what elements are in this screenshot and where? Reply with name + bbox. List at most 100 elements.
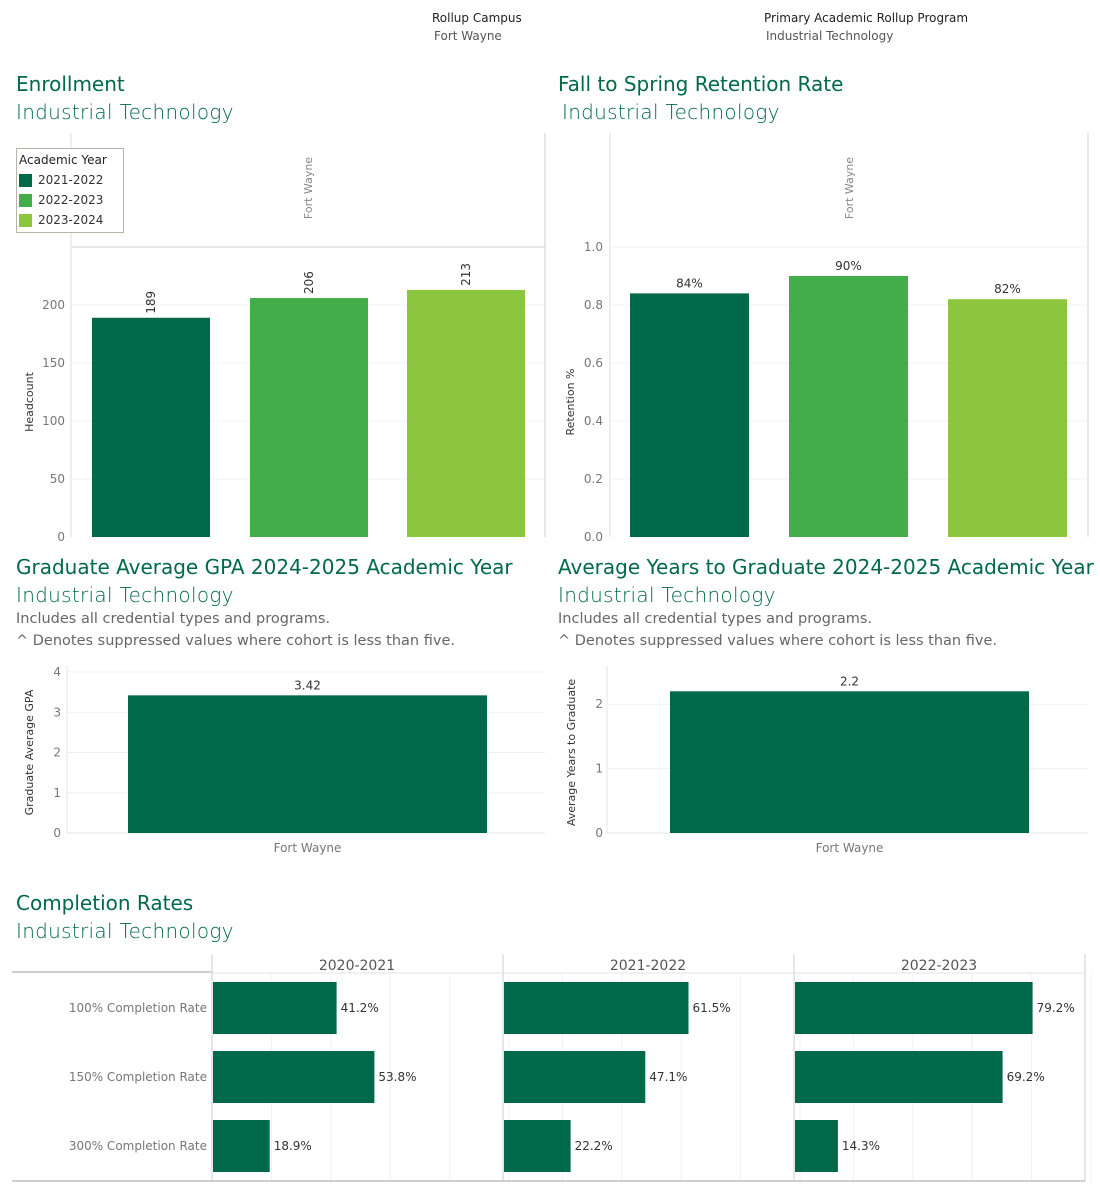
completion-bar xyxy=(213,1120,270,1172)
y-tick-label: 4 xyxy=(53,665,61,679)
x-category-label: Fort Wayne xyxy=(274,841,342,855)
bar-value-label: 90% xyxy=(835,259,862,273)
y-axis-title: Average Years to Graduate xyxy=(565,679,578,827)
completion-bar xyxy=(504,1051,646,1103)
y-tick-label: 0 xyxy=(595,826,603,840)
gpa-title: Graduate Average GPA 2024-2025 Academic … xyxy=(16,555,513,579)
legend-item-2021-2022[interactable]: 2021-2022 xyxy=(19,170,117,190)
completion-value-label: 61.5% xyxy=(693,1001,731,1015)
legend-label: 2021-2022 xyxy=(38,173,104,187)
retention-subtitle: Industrial Technology xyxy=(562,100,780,124)
legend-item-2022-2023[interactable]: 2022-2023 xyxy=(19,190,117,210)
y-tick-label: 3 xyxy=(53,705,61,719)
gpa-note-credentials: Includes all credential types and progra… xyxy=(16,611,331,627)
bar-2022-2023 xyxy=(250,298,368,537)
years-chart: 0 1 2 Average Years to Graduate 2.2 Fort Wayn… xyxy=(565,666,1088,855)
y-tick-label: 0.8 xyxy=(584,298,603,312)
legend-swatch xyxy=(19,173,32,187)
gpa-note-suppressed: ^ Denotes suppressed values where cohort… xyxy=(16,633,455,649)
row-label: 300% Completion Rate xyxy=(69,1139,207,1153)
completion-value-label: 69.2% xyxy=(1007,1070,1045,1084)
row-label: 100% Completion Rate xyxy=(69,1001,207,1015)
legend-title: Academic Year xyxy=(19,153,107,167)
y-tick-label: 0.4 xyxy=(584,414,603,428)
column-header-campus: Fort Wayne xyxy=(302,157,315,219)
y-tick-label: 200 xyxy=(42,298,65,312)
y-tick-label: 50 xyxy=(50,472,65,486)
campus-filter-label: Rollup Campus xyxy=(432,11,522,25)
program-filter-label: Primary Academic Rollup Program xyxy=(764,11,969,25)
y-tick-label: 1 xyxy=(595,762,603,776)
completion-value-label: 22.2% xyxy=(575,1139,613,1153)
completion-value-label: 53.8% xyxy=(378,1070,416,1084)
gpa-subtitle: Industrial Technology xyxy=(16,583,234,607)
y-tick-label: 100 xyxy=(42,414,65,428)
completion-bar xyxy=(795,1120,838,1172)
enrollment-subtitle: Industrial Technology xyxy=(16,100,234,124)
completion-title: Completion Rates xyxy=(16,891,194,915)
completion-value-label: 47.1% xyxy=(649,1070,687,1084)
bar-value-label: 84% xyxy=(676,276,703,290)
years-subtitle: Industrial Technology xyxy=(558,583,776,607)
row-label: 150% Completion Rate xyxy=(69,1070,207,1084)
years-note-credentials: Includes all credential types and progra… xyxy=(558,611,873,627)
panel-header-2021-2022: 2021-2022 xyxy=(610,958,686,974)
y-axis-title: Graduate Average GPA xyxy=(23,689,36,815)
enrollment-title: Enrollment xyxy=(16,72,125,96)
bar-fort-wayne xyxy=(670,691,1029,833)
y-tick-label: 0.2 xyxy=(584,472,603,486)
y-tick-label: 1.0 xyxy=(584,240,603,254)
completion-bar xyxy=(213,982,337,1034)
legend-swatch xyxy=(19,193,32,207)
years-note-suppressed: ^ Denotes suppressed values where cohort… xyxy=(558,633,997,649)
y-tick-label: 150 xyxy=(42,356,65,370)
enrollment-chart: 0 50 100 150 200 Headcount Fort Wayne 189 206 213 xyxy=(23,133,546,542)
completion-bar xyxy=(504,1120,571,1172)
completion-value-label: 14.3% xyxy=(842,1139,880,1153)
bar-value-label: 82% xyxy=(994,282,1021,296)
completion-bar xyxy=(504,982,689,1034)
y-axis-title: Retention % xyxy=(564,369,577,436)
retention-title: Fall to Spring Retention Rate xyxy=(558,72,844,96)
y-tick-label: 0 xyxy=(53,826,61,840)
legend-label: 2022-2023 xyxy=(38,193,104,207)
bar-value-label: 206 xyxy=(302,271,316,294)
bar-value-label: 189 xyxy=(144,291,158,314)
y-tick-label: 0 xyxy=(57,530,65,542)
completion-value-label: 18.9% xyxy=(274,1139,312,1153)
y-tick-label: 0.6 xyxy=(584,356,603,370)
panel-header-2022-2023: 2022-2023 xyxy=(901,958,977,974)
x-category-label: Fort Wayne xyxy=(816,841,884,855)
completion-bar xyxy=(213,1051,375,1103)
legend-swatch xyxy=(19,213,32,227)
legend-label: 2023-2024 xyxy=(38,213,104,227)
y-axis-title: Headcount xyxy=(23,371,36,431)
bar-2021-2022 xyxy=(630,293,749,537)
bar-2023-2024 xyxy=(407,289,525,537)
bar-2022-2023 xyxy=(789,276,908,537)
enrollment-legend: Academic Year 2021-2022 2022-2023 2023-2… xyxy=(16,148,124,233)
retention-chart: 0.0 0.2 0.4 0.6 0.8 1.0 Retention % Fort Wayne 8… xyxy=(564,133,1089,542)
completion-subtitle: Industrial Technology xyxy=(16,919,234,943)
y-tick-label: 2 xyxy=(595,697,603,711)
column-header-campus: Fort Wayne xyxy=(843,157,856,219)
y-tick-label: 1 xyxy=(53,786,61,800)
completion-bar xyxy=(795,982,1033,1034)
gpa-chart: 0 1 2 3 4 Graduate Average GPA 3.42 Fort Wayne xyxy=(23,665,545,855)
bar-2021-2022 xyxy=(92,317,210,537)
y-tick-label: 0.0 xyxy=(584,530,603,542)
bar-2023-2024 xyxy=(948,299,1067,537)
campus-filter-value[interactable]: Fort Wayne xyxy=(434,29,502,43)
bar-value-label: 3.42 xyxy=(294,678,321,692)
bar-value-label: 213 xyxy=(459,263,473,286)
completion-chart: 2020-2021 2021-2022 2022-2023 100% Completi… xyxy=(12,954,1092,1182)
program-filter-value[interactable]: Industrial Technology xyxy=(766,29,894,43)
bar-fort-wayne xyxy=(128,695,487,833)
completion-bar xyxy=(795,1051,1003,1103)
y-tick-label: 2 xyxy=(53,746,61,760)
bar-value-label: 2.2 xyxy=(840,674,859,688)
completion-value-label: 41.2% xyxy=(341,1001,379,1015)
completion-value-label: 79.2% xyxy=(1037,1001,1075,1015)
legend-item-2023-2024[interactable]: 2023-2024 xyxy=(19,210,117,230)
panel-header-2020-2021: 2020-2021 xyxy=(319,958,395,974)
